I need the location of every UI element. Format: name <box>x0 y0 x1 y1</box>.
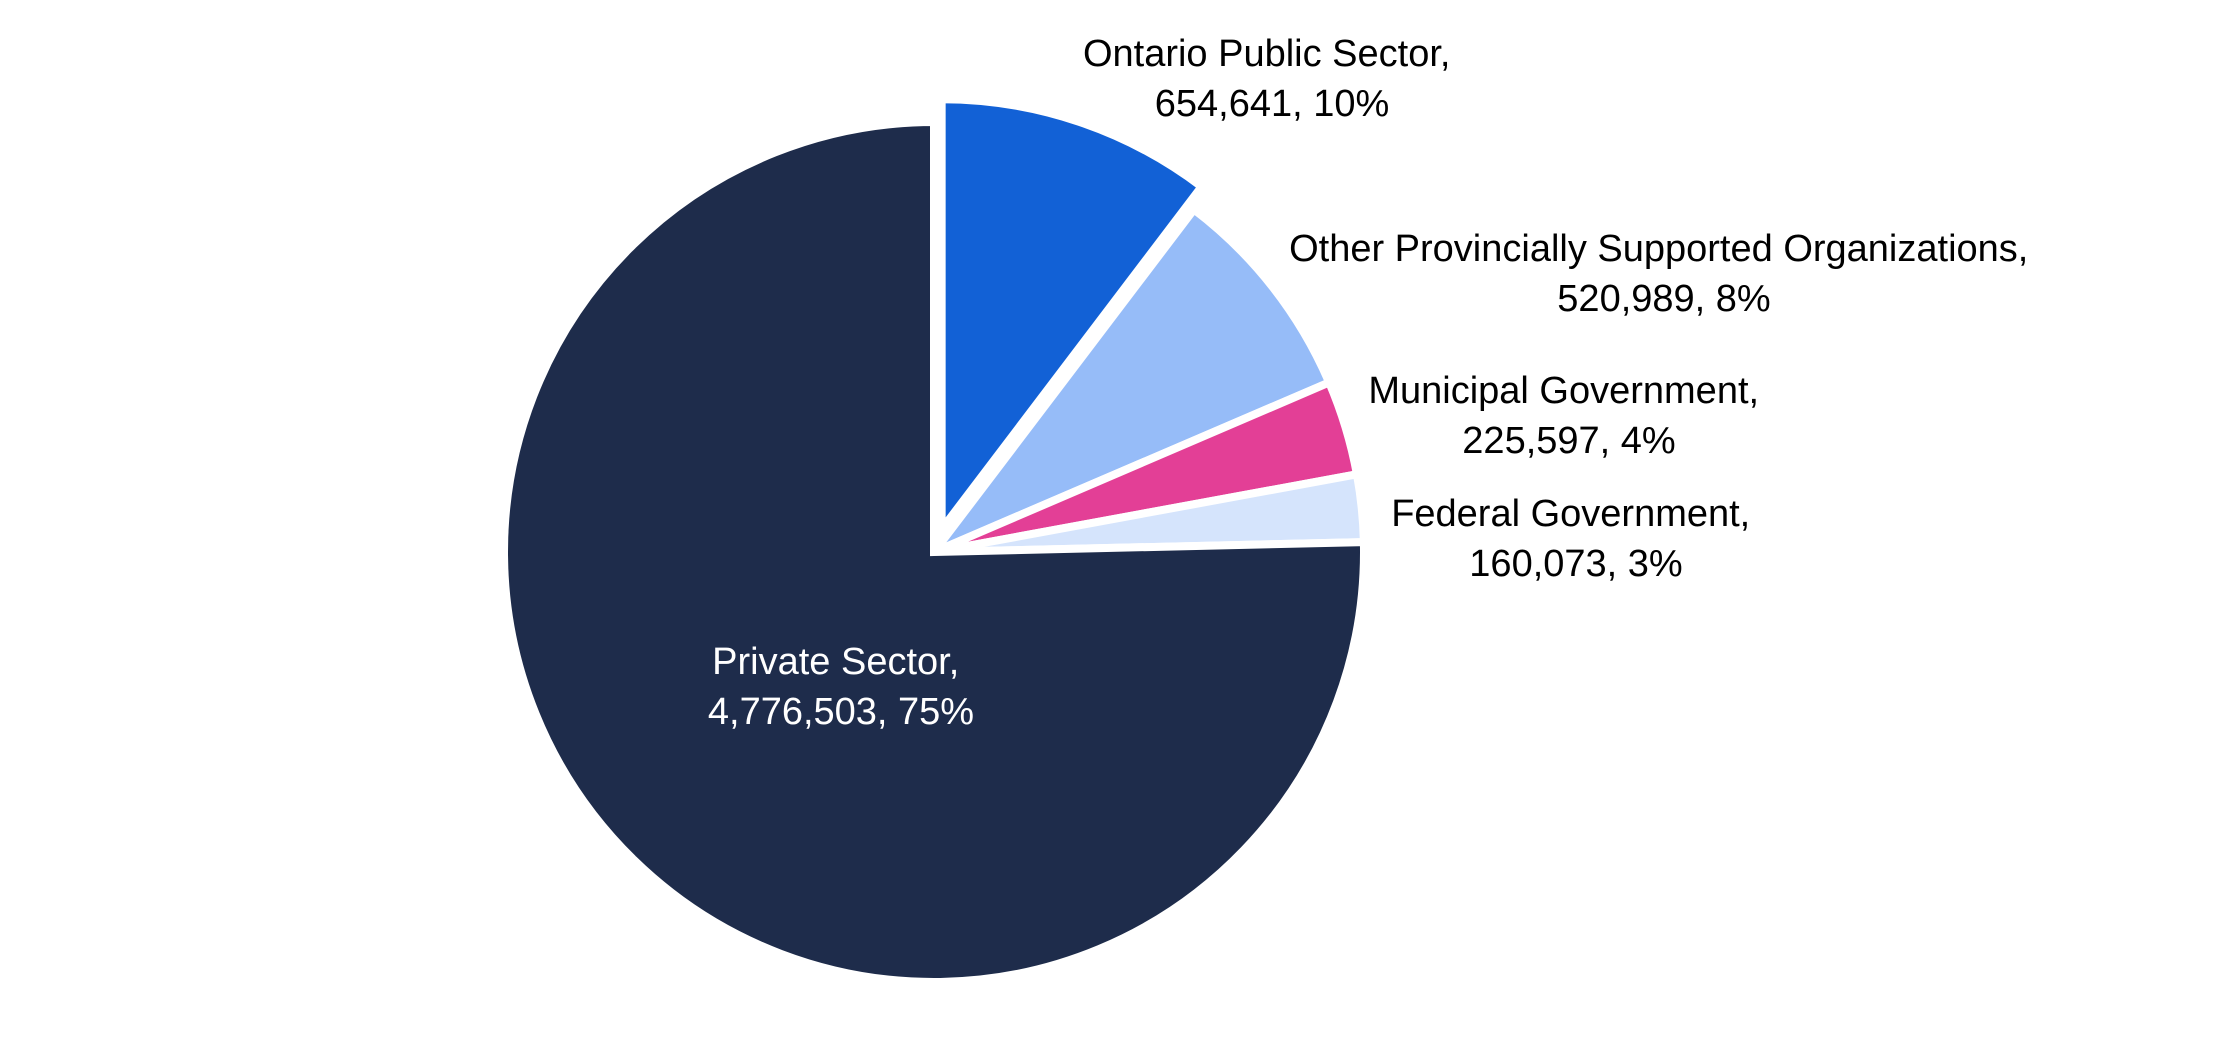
pie-slices <box>500 95 1368 986</box>
label-federal-government: Federal Government, 160,073, 3% <box>1391 493 1761 585</box>
pie-labels: Ontario Public Sector, 654,641, 10% Othe… <box>708 33 2039 733</box>
label-private-sector: Private Sector, 4,776,503, 75% <box>708 641 974 733</box>
label-municipal-government: Municipal Government, 225,597, 4% <box>1368 370 1769 462</box>
slice-private-sector <box>500 117 1368 986</box>
slice-other-provincially-supported-organizations <box>921 203 1335 562</box>
slice-ontario-public-sector <box>937 95 1208 542</box>
label-ontario-public-sector: Ontario Public Sector, 654,641, 10% <box>1083 33 1461 125</box>
label-other-provincially-supported: Other Provincially Supported Organizatio… <box>1289 228 2039 320</box>
